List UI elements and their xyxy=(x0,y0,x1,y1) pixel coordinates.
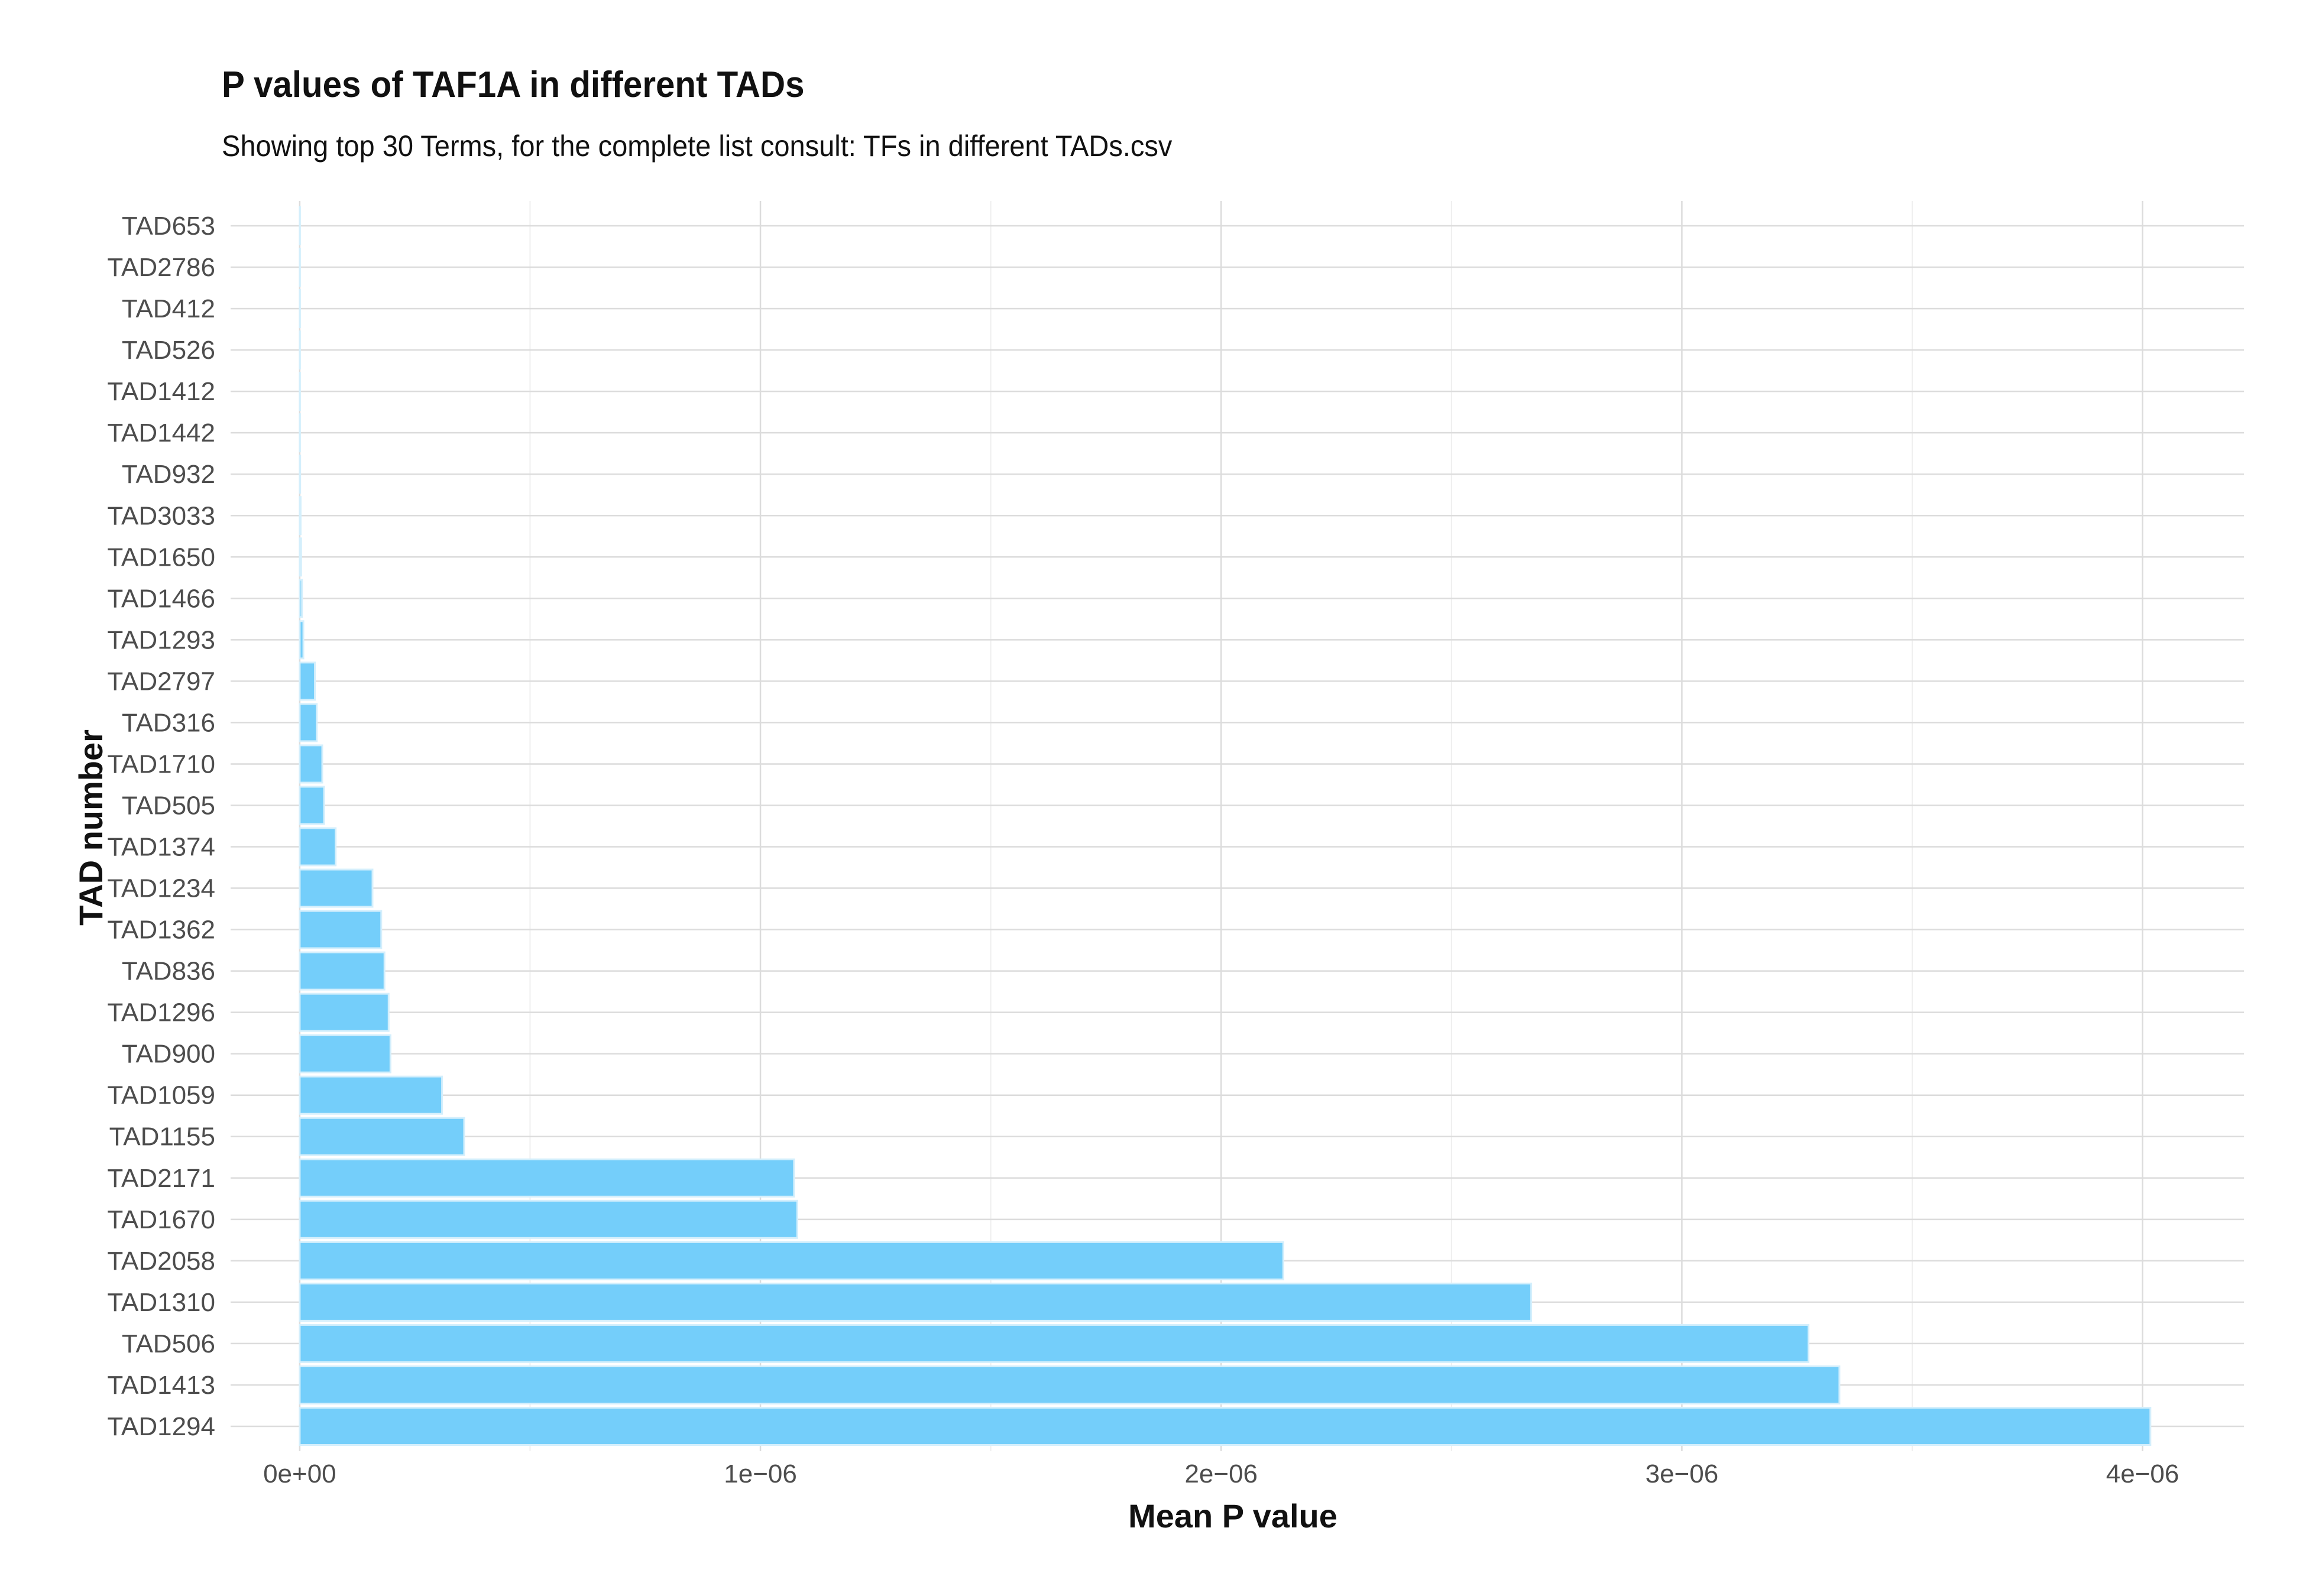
bar-tad1294 xyxy=(299,1406,2152,1446)
y-tick-label: TAD1442 xyxy=(107,419,215,447)
chart-title: P values of TAF1A in different TADs xyxy=(222,64,805,105)
y-tick-label: TAD506 xyxy=(122,1329,215,1358)
y-tick-labels: TAD653 TAD2786 TAD412 TAD526 TAD1412 TAD1442 T… xyxy=(107,212,215,1441)
bars xyxy=(299,206,2152,1446)
bar-tad1155 xyxy=(299,1117,465,1156)
chart-subtitle: Showing top 30 Terms, for the complete l… xyxy=(222,129,1173,163)
bar-tad506 xyxy=(299,1323,1810,1363)
y-tick-label: TAD653 xyxy=(122,212,215,241)
y-tick-label: TAD316 xyxy=(122,708,215,737)
y-tick-label: TAD3033 xyxy=(107,501,215,530)
y-tick-label: TAD1155 xyxy=(109,1123,215,1151)
x-tick-label: 4e−06 xyxy=(2106,1459,2179,1488)
x-tick-label: 2e−06 xyxy=(1184,1459,1258,1488)
bar-tad2171 xyxy=(299,1158,795,1198)
bar-tad1670 xyxy=(299,1199,798,1239)
bar-tad1296 xyxy=(299,992,390,1032)
y-tick-label: TAD1412 xyxy=(107,377,215,406)
y-tick-label: TAD1710 xyxy=(107,750,215,778)
y-tick-label: TAD1296 xyxy=(107,998,215,1027)
y-tick-label: TAD2171 xyxy=(107,1164,215,1193)
bar-tad2058 xyxy=(299,1241,1284,1280)
x-tick-label: 3e−06 xyxy=(1646,1459,1719,1488)
y-tick-label: TAD1310 xyxy=(107,1288,215,1317)
y-tick-label: TAD1293 xyxy=(107,625,215,654)
x-tick-labels: 0e+00 1e−06 2e−06 3e−06 4e−06 xyxy=(263,1459,2179,1488)
bar-tad1059 xyxy=(299,1075,443,1115)
y-tick-label: TAD505 xyxy=(122,791,215,820)
x-tick-label: 0e+00 xyxy=(263,1459,336,1488)
bar-tad1374 xyxy=(299,827,337,867)
bar-tad1710 xyxy=(299,744,323,784)
y-tick-label: TAD1234 xyxy=(107,874,215,903)
y-tick-label: TAD1413 xyxy=(107,1371,215,1400)
bar-tad900 xyxy=(299,1034,391,1073)
y-tick-label: TAD1670 xyxy=(107,1205,215,1234)
bar-tad1362 xyxy=(299,910,383,949)
y-tick-label: TAD2786 xyxy=(107,253,215,282)
y-axis-title: TAD number xyxy=(72,729,109,926)
y-tick-label: TAD526 xyxy=(122,336,215,365)
x-axis-title: Mean P value xyxy=(1128,1497,1337,1535)
bar-tad1234 xyxy=(299,868,374,908)
y-tick-label: TAD1294 xyxy=(107,1412,215,1441)
bar-tad1293 xyxy=(299,620,305,660)
y-tick-label: TAD412 xyxy=(122,294,215,323)
y-tick-label: TAD2058 xyxy=(107,1247,215,1276)
bar-tad505 xyxy=(299,786,325,825)
y-tick-label: TAD1374 xyxy=(107,833,215,862)
y-tick-label: TAD2797 xyxy=(107,667,215,696)
y-tick-label: TAD836 xyxy=(122,957,215,986)
y-tick-label: TAD1362 xyxy=(107,916,215,945)
bar-tad1466 xyxy=(299,579,303,618)
bar-tad1310 xyxy=(299,1282,1533,1322)
bar-tad3033 xyxy=(299,496,302,536)
bar-tad316 xyxy=(299,703,318,742)
bar-tad1650 xyxy=(299,537,302,577)
x-tick-label: 1e−06 xyxy=(724,1459,797,1488)
bar-tad2797 xyxy=(299,661,316,701)
bar-tad1413 xyxy=(299,1365,1841,1404)
y-tick-label: TAD1650 xyxy=(107,543,215,572)
y-tick-label: TAD1466 xyxy=(107,584,215,613)
y-tick-label: TAD900 xyxy=(122,1040,215,1069)
y-tick-label: TAD932 xyxy=(122,460,215,489)
y-tick-label: TAD1059 xyxy=(107,1081,215,1110)
bar-tad836 xyxy=(299,951,386,991)
